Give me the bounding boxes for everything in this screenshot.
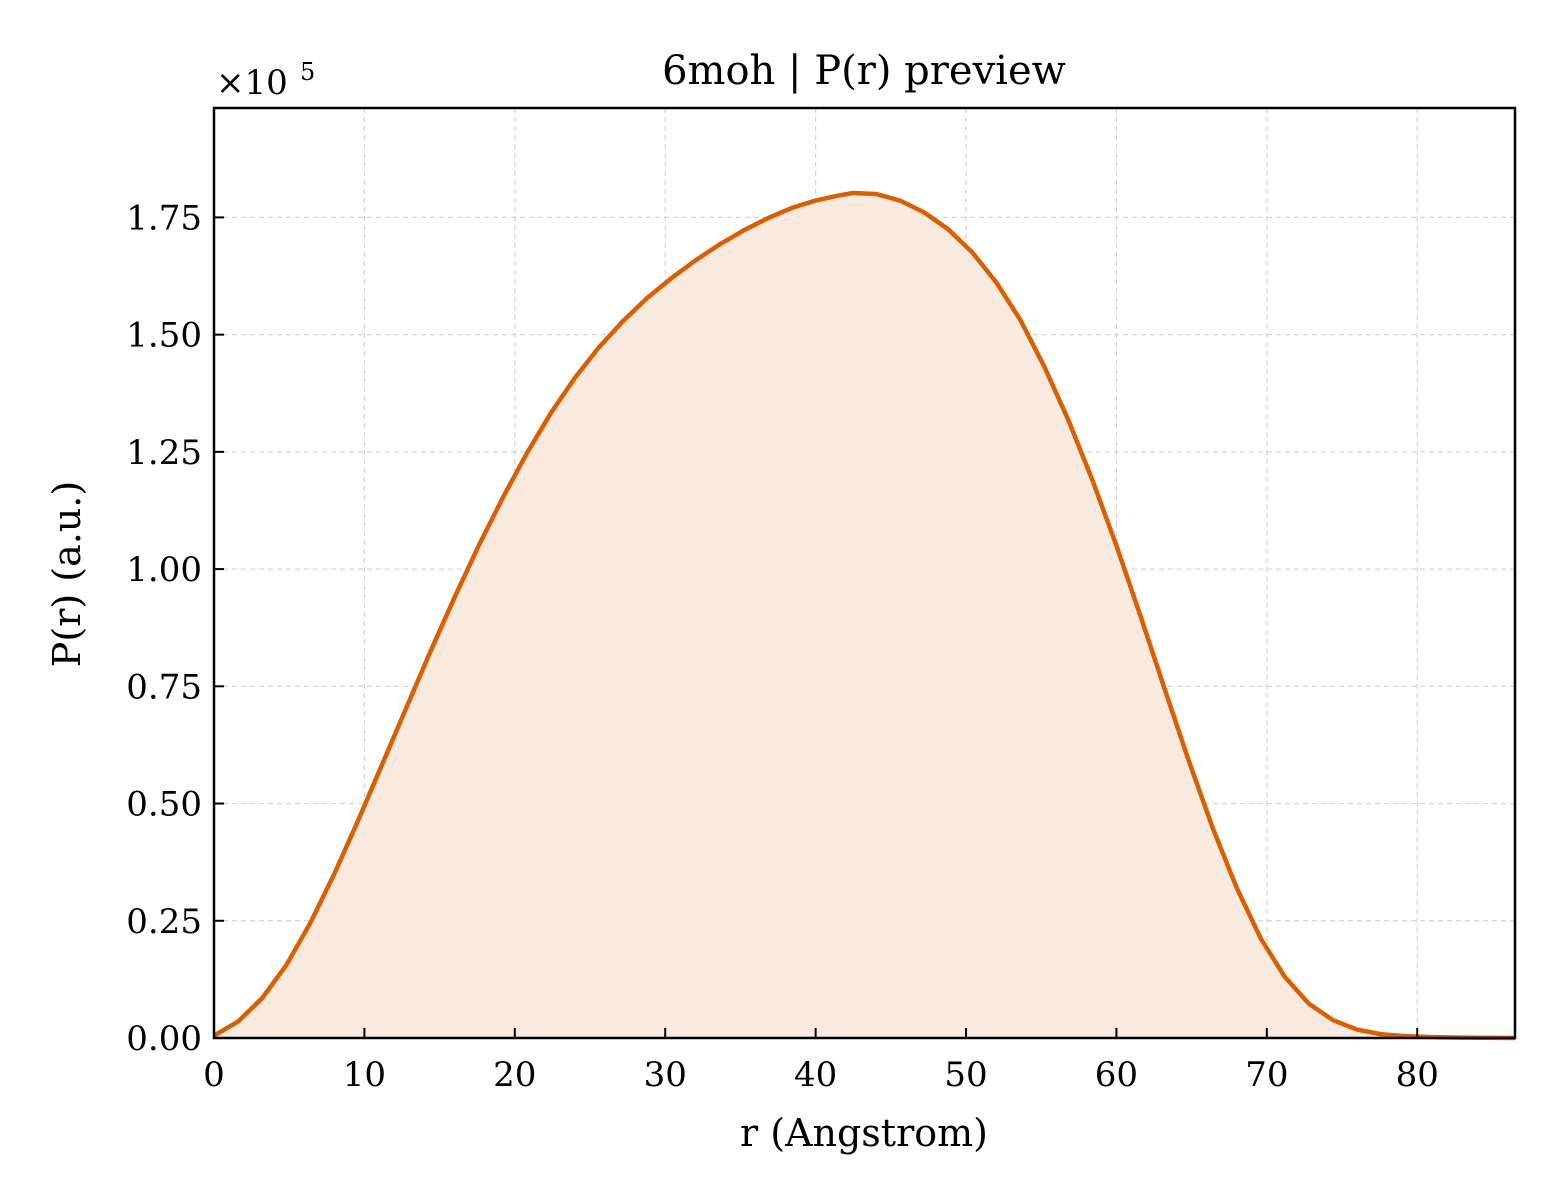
x-tick-label: 50 <box>944 1055 987 1095</box>
y-tick-label: 1.00 <box>126 550 202 590</box>
pr-area-fill <box>214 193 1515 1038</box>
y-offset-base: ×10 <box>216 63 288 103</box>
y-offset-exponent: 5 <box>300 58 315 86</box>
pr-series-line <box>212 190 1516 1041</box>
y-axis-label: P(r) (a.u.) <box>45 481 89 667</box>
x-tick-label: 40 <box>794 1055 837 1095</box>
x-tick-label: 10 <box>343 1055 386 1095</box>
x-axis-label: r (Angstrom) <box>740 1111 988 1155</box>
x-tick-label: 60 <box>1095 1055 1138 1095</box>
y-tick-label: 0.50 <box>126 785 202 825</box>
plot-frame <box>212 106 1517 1040</box>
y-offset-label: ×10 5 <box>216 58 315 103</box>
x-tick-label: 20 <box>493 1055 536 1095</box>
y-tick-label: 0.25 <box>126 902 202 942</box>
x-tick-label: 0 <box>203 1055 225 1095</box>
x-tick-label: 70 <box>1245 1055 1288 1095</box>
y-tick-label: 1.50 <box>126 316 202 356</box>
y-tick-label: 0.75 <box>126 667 202 707</box>
tick-layer: 0 10 20 30 40 50 60 70 80 0.00 0.25 0.50 0.75 1.00 1.2… <box>126 198 1439 1095</box>
x-tick-label: 80 <box>1396 1055 1439 1095</box>
chart-title: 6moh | P(r) preview <box>662 48 1066 94</box>
y-tick-label: 1.25 <box>126 433 202 473</box>
y-tick-label: 0.00 <box>126 1019 202 1059</box>
x-tick-label: 30 <box>644 1055 687 1095</box>
y-tick-label: 1.75 <box>126 198 202 238</box>
